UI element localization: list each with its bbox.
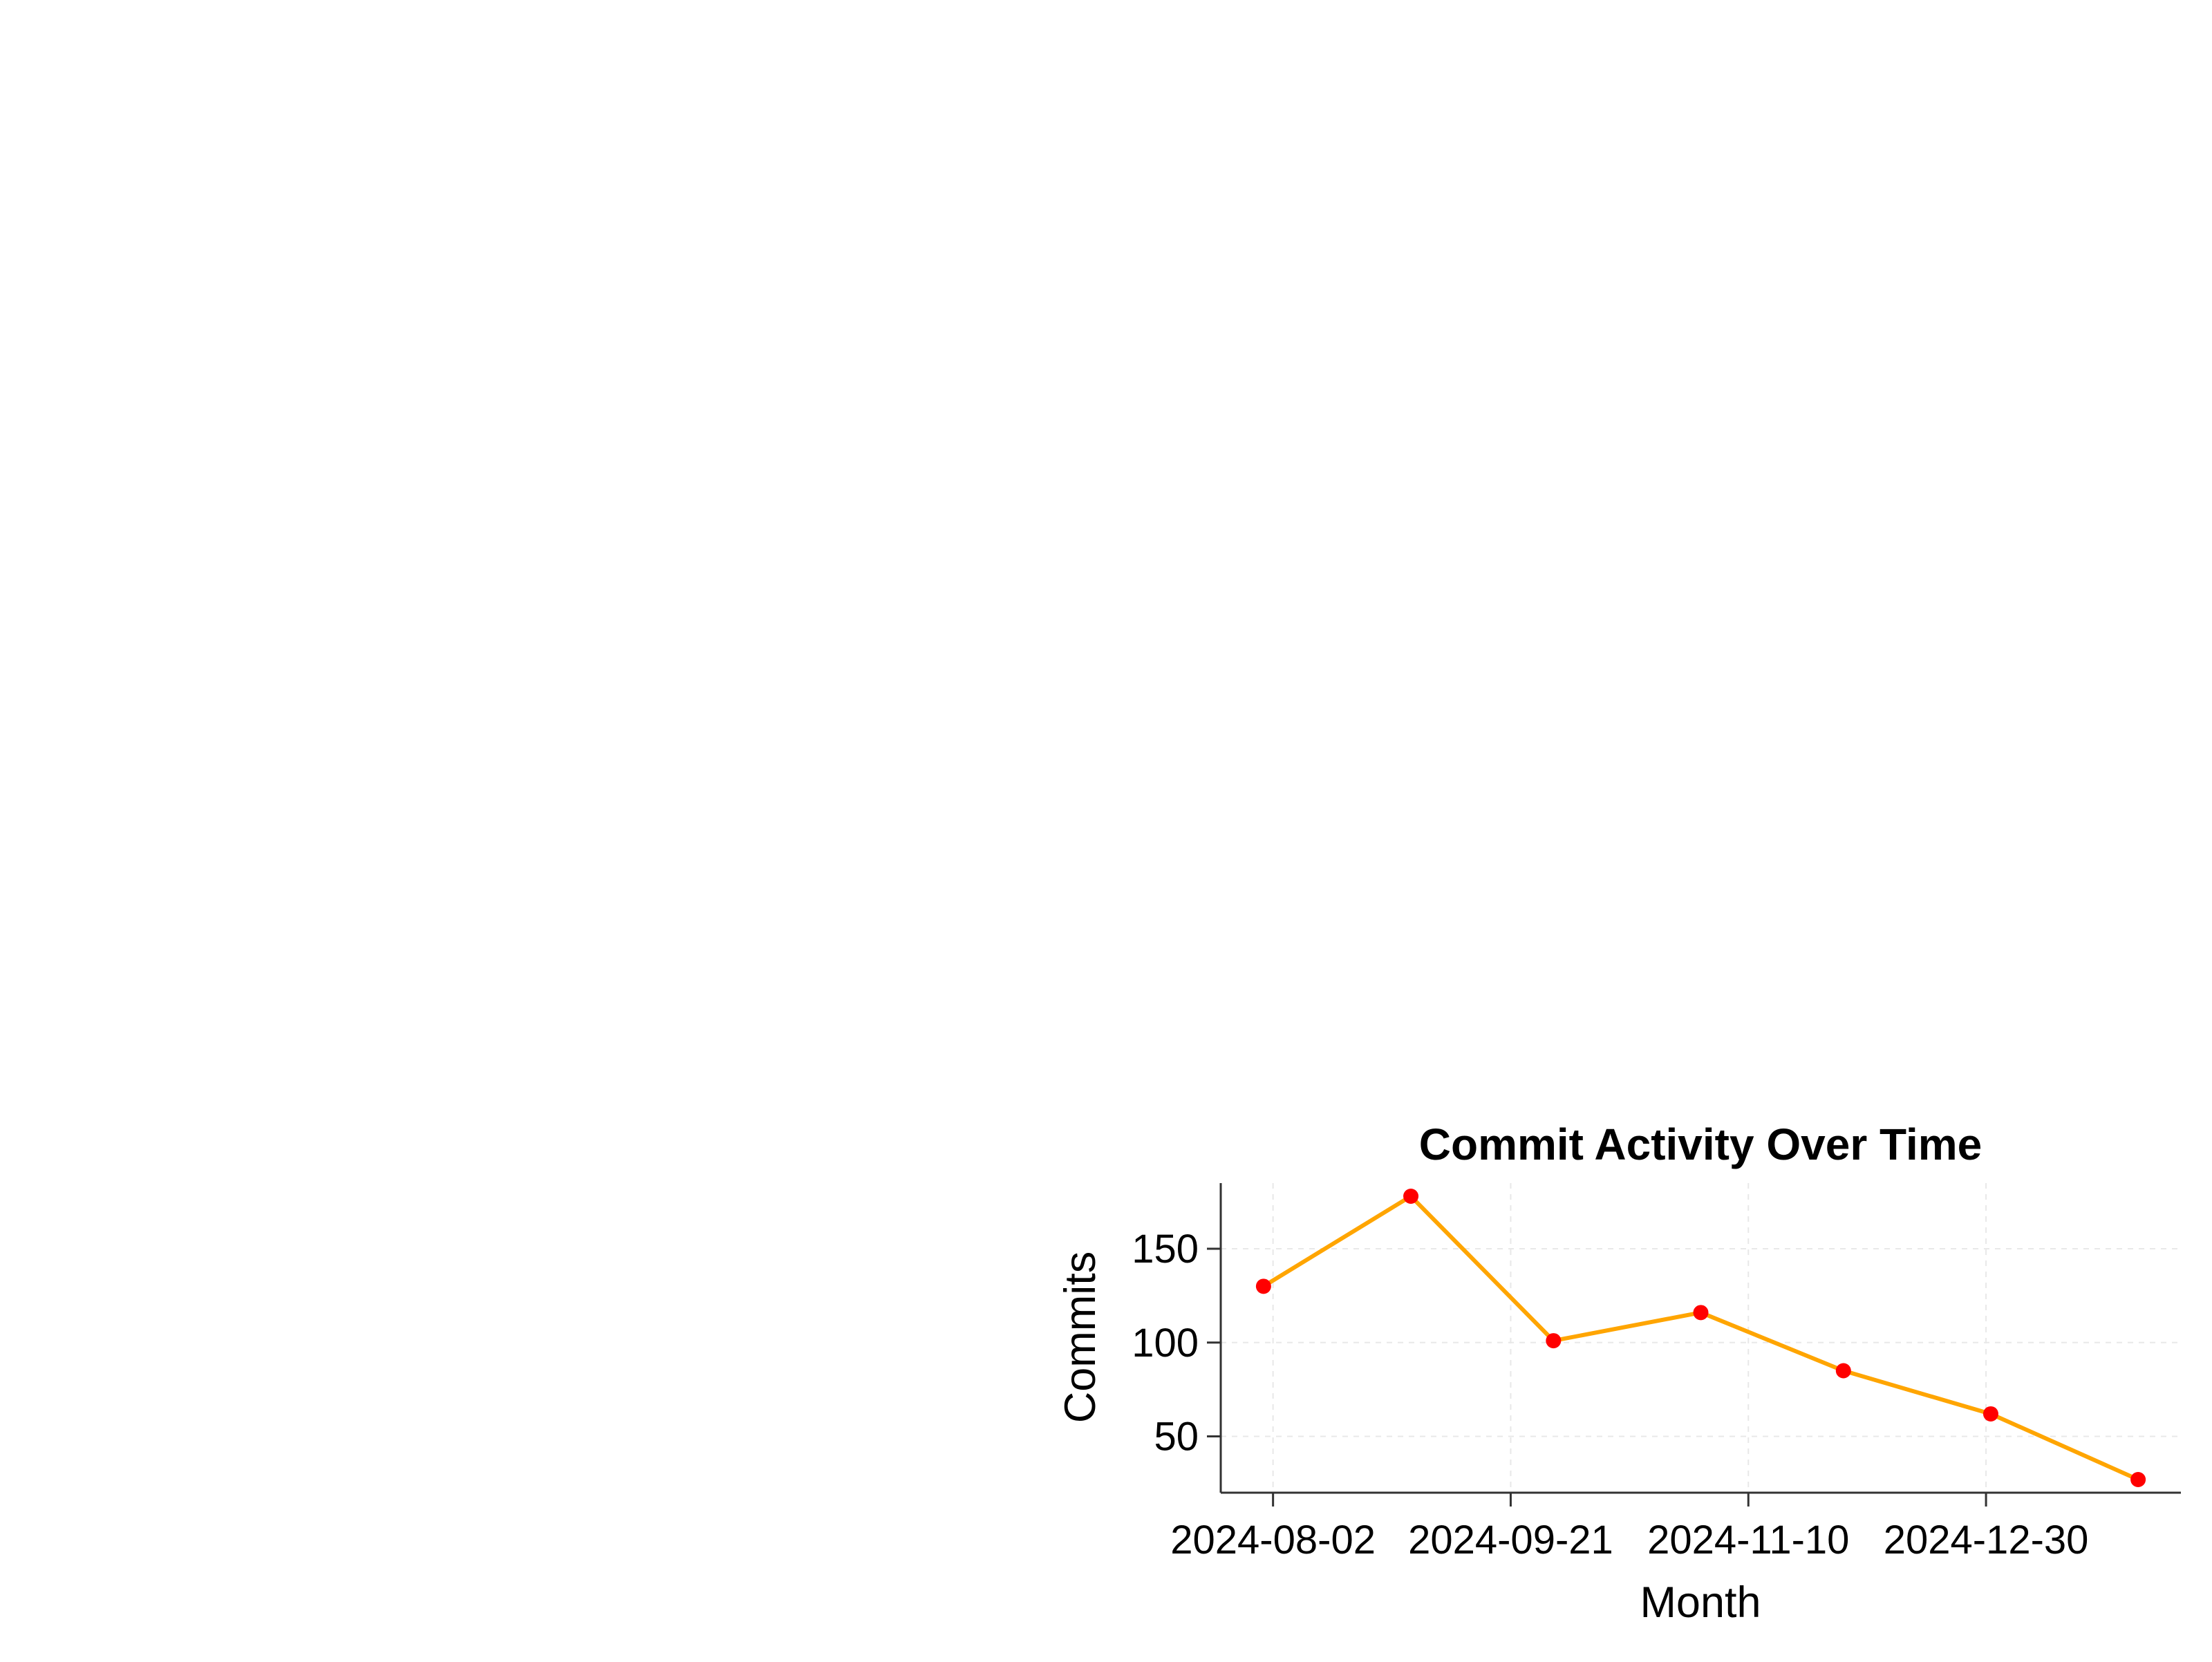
x-axis-title: Month — [1640, 1578, 1761, 1627]
data-point — [2130, 1471, 2146, 1487]
y-tick-label: 100 — [1132, 1321, 1199, 1366]
grid — [1221, 1183, 2181, 1493]
y-axis-title: Commits — [1056, 1252, 1105, 1424]
x-tick-label: 2024-12-30 — [1884, 1518, 2089, 1562]
x-tick-label: 2024-09-21 — [1408, 1518, 1613, 1562]
series — [1255, 1189, 2146, 1487]
y-tick-label: 150 — [1132, 1227, 1199, 1272]
axes — [1207, 1183, 2181, 1507]
data-point — [1693, 1305, 1709, 1321]
tick-labels: 2024-08-02 2024-09-21 2024-11-10 2024-12-30… — [1132, 1227, 2088, 1562]
data-point — [1835, 1363, 1851, 1379]
data-point — [1403, 1189, 1419, 1205]
data-point — [1255, 1278, 1271, 1294]
chart-title: Commit Activity Over Time — [1419, 1120, 1982, 1169]
x-tick-label: 2024-11-10 — [1647, 1518, 1849, 1562]
data-point — [1983, 1406, 1998, 1422]
y-tick-label: 50 — [1154, 1415, 1199, 1460]
x-tick-label: 2024-08-02 — [1170, 1518, 1376, 1562]
data-point — [1546, 1333, 1562, 1349]
